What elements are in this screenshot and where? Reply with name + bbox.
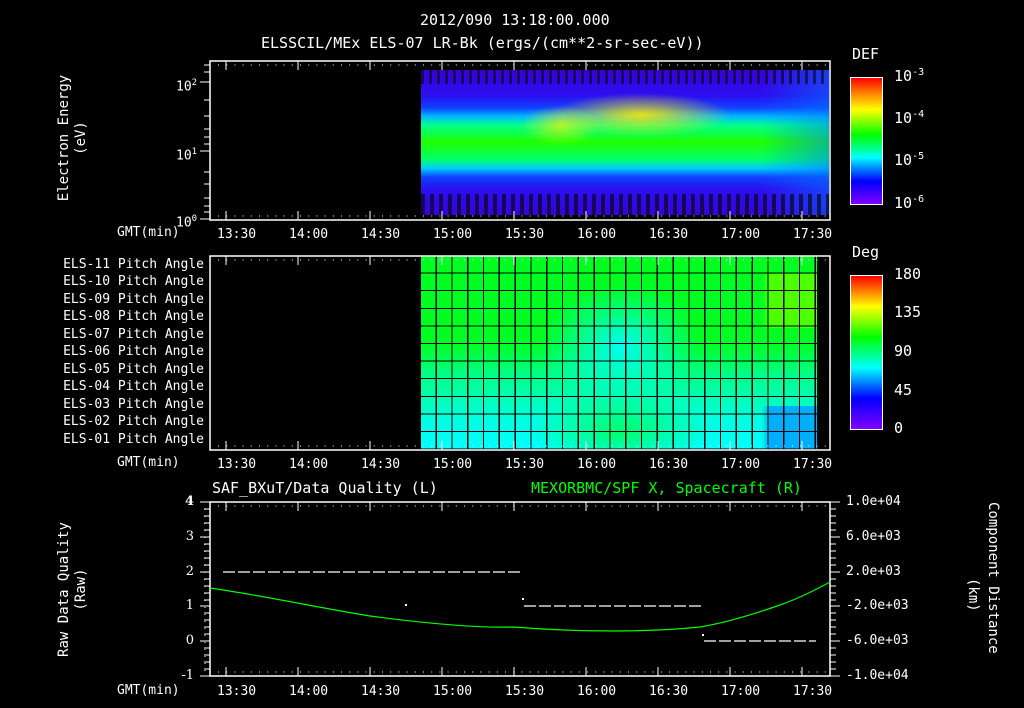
row-label: ELS-11 Pitch Angle — [63, 257, 204, 272]
y-tick: 3 — [185, 529, 194, 544]
y-tick: 0 — [185, 633, 194, 648]
row-label: ELS-01 Pitch Angle — [63, 432, 204, 447]
x-tick: 16:30 — [649, 457, 689, 472]
x-tick: 16:00 — [577, 457, 617, 472]
spectrogram-dropout-top — [421, 70, 829, 84]
x-tick: 15:00 — [433, 684, 473, 699]
x-tick: 16:00 — [577, 684, 617, 699]
x-tick: 15:00 — [433, 457, 473, 472]
y-tick: -2.0e+03 — [846, 598, 909, 613]
quality-ylabel-line1: Raw Data Quality — [56, 522, 72, 657]
x-tick: 13:30 — [217, 684, 257, 699]
distance-ylabel-line2: (km) — [965, 578, 981, 612]
row-label: ELS-06 Pitch Angle — [63, 344, 204, 359]
energy-ytick-10: 101 — [176, 147, 198, 164]
def-colorbar — [850, 77, 883, 205]
y-tick: 1 — [185, 598, 194, 613]
def-tick-1e-5: 10-5 — [894, 151, 925, 169]
left-series-title: SAF_BXuT/Data Quality (L) — [212, 479, 438, 497]
row-label: ELS-10 Pitch Angle — [63, 274, 204, 289]
x-tick: 17:00 — [721, 227, 761, 242]
x-tick: 17:00 — [721, 457, 761, 472]
y-tick: -1.0e+04 — [846, 668, 909, 683]
grid-lines — [421, 256, 817, 450]
row-label: ELS-07 Pitch Angle — [63, 327, 204, 342]
deg-colorbar — [850, 275, 883, 430]
deg-tick-0: 0 — [894, 419, 904, 437]
x-tick: 17:30 — [793, 684, 833, 699]
def-tick-1e-3: 10-3 — [894, 67, 925, 85]
def-tick-1e-4: 10-4 — [894, 109, 925, 127]
spacecraft-x-series — [209, 581, 831, 632]
x-tick: 13:30 — [217, 227, 257, 242]
x-tick: 13:30 — [217, 457, 257, 472]
right-series-title: MEXORBMC/SPF X, Spacecraft (R) — [531, 479, 802, 497]
x-tick: 14:00 — [289, 684, 329, 699]
spectrogram-area — [421, 70, 829, 215]
quality-ylabel-line2: (Raw) — [73, 568, 89, 611]
def-colorbar-label: DEF — [852, 45, 880, 63]
x-tick: 17:00 — [721, 684, 761, 699]
y-tick: 2.0e+03 — [846, 564, 901, 579]
row-label: ELS-09 Pitch Angle — [63, 292, 204, 307]
x-tick: 17:30 — [793, 457, 833, 472]
row-label: ELS-04 Pitch Angle — [63, 379, 204, 394]
quality-xaxis-label: GMT(min) — [117, 683, 180, 698]
spectrogram-fade-right — [761, 70, 829, 215]
energy-ytick-1: 100 — [176, 214, 198, 231]
x-tick: 14:00 — [289, 227, 329, 242]
x-tick: 15:30 — [505, 227, 545, 242]
x-tick: 15:30 — [505, 684, 545, 699]
pitch-xaxis-label: GMT(min) — [117, 455, 180, 470]
distance-ylabel: Component Distance (km) — [964, 502, 1001, 682]
x-tick: 14:00 — [289, 457, 329, 472]
deg-tick-45: 45 — [894, 381, 913, 399]
energy-ytick-100: 102 — [176, 78, 198, 95]
x-tick: 15:30 — [505, 457, 545, 472]
y-tick: -6.0e+03 — [846, 633, 909, 648]
spectrogram-dropout-bottom — [421, 194, 829, 215]
quality-ylabel: Raw Data Quality (Raw) — [56, 507, 90, 672]
x-tick: 14:30 — [361, 227, 401, 242]
deg-tick-180: 180 — [894, 265, 922, 283]
x-tick: 14:30 — [361, 684, 401, 699]
distance-ylabel-line1: Component Distance — [985, 502, 1001, 654]
data-quality-series — [223, 571, 816, 642]
y-tick: 2 — [185, 564, 194, 579]
plot-timestamp: 2012/090 13:18:00.000 — [420, 11, 610, 29]
deg-tick-135: 135 — [894, 303, 922, 321]
x-tick: 16:30 — [649, 684, 689, 699]
x-tick: 16:30 — [649, 227, 689, 242]
row-label: ELS-05 Pitch Angle — [63, 362, 204, 377]
x-tick: 14:30 — [361, 457, 401, 472]
row-label: ELS-03 Pitch Angle — [63, 397, 204, 412]
y-tick: 1.0e+04 — [846, 494, 901, 509]
row-label: ELS-02 Pitch Angle — [63, 414, 204, 429]
x-tick: 16:00 — [577, 227, 617, 242]
y-tick: 6.0e+03 — [846, 529, 901, 544]
plot-subtitle: ELSSCIL/MEx ELS-07 LR-Bk (ergs/(cm**2-sr… — [261, 34, 704, 52]
energy-xaxis-label: GMT(min) — [117, 225, 180, 240]
y-tick: -1 — [181, 668, 194, 683]
def-tick-1e-6: 10-6 — [894, 194, 925, 212]
deg-colorbar-label: Deg — [852, 243, 880, 261]
deg-tick-90: 90 — [894, 342, 913, 360]
x-tick: 15:00 — [433, 227, 473, 242]
pitch-angle-grid — [421, 256, 817, 450]
x-tick: 17:30 — [793, 227, 833, 242]
row-label: ELS-08 Pitch Angle — [63, 309, 204, 324]
y-tick: 4 — [184, 494, 194, 509]
